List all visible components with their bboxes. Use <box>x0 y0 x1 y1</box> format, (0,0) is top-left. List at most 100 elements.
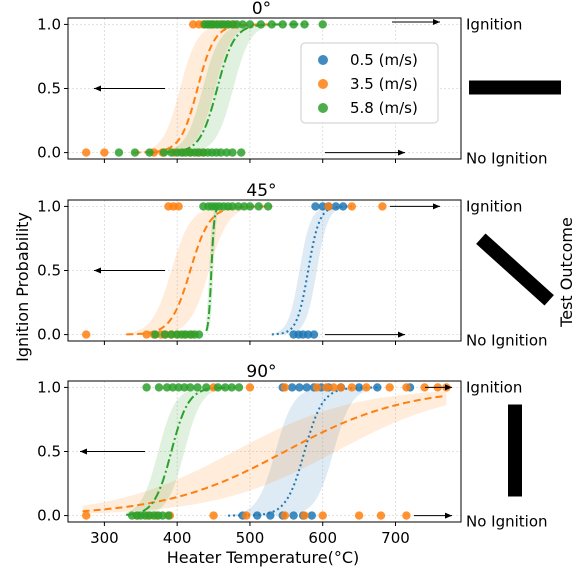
y-tick-label: 1.0 <box>37 378 61 396</box>
confidence-band <box>148 24 309 153</box>
data-point-ignition <box>318 202 327 211</box>
legend-marker <box>318 55 328 65</box>
data-point-no-ignition <box>266 511 275 520</box>
data-point-no-ignition <box>402 511 411 520</box>
annotation-arrowhead <box>80 448 87 455</box>
data-point-no-ignition <box>158 511 167 520</box>
data-point-ignition <box>289 20 298 29</box>
data-point-ignition <box>402 383 411 392</box>
panel-title: 45° <box>246 181 276 201</box>
data-point-ignition <box>287 383 297 392</box>
confidence-band <box>271 206 352 335</box>
data-point-ignition <box>338 202 348 211</box>
data-point-ignition <box>186 383 195 392</box>
orientation-bar-icon <box>476 233 554 306</box>
x-tick-label: 300 <box>90 529 119 547</box>
data-point-ignition <box>302 383 311 392</box>
data-point-ignition <box>311 202 320 211</box>
data-point-no-ignition <box>167 330 176 339</box>
annotation-arrowhead <box>433 203 440 210</box>
data-point-ignition <box>174 383 183 392</box>
data-point-no-ignition <box>228 148 237 157</box>
panels: 0.0 0.5 1.0 0° Ignition No Ignition 0.0 0.5 1.0 4… <box>37 0 561 547</box>
data-point-ignition <box>232 20 242 29</box>
panel-2: 0.0 0.5 1.0 300 400 500 600 700 90° Ignition No Ig… <box>37 362 547 547</box>
annotation-arrowhead <box>94 267 101 274</box>
outcome-label-no-ignition: No Ignition <box>466 150 548 168</box>
data-point-ignition <box>142 383 151 392</box>
data-point-ignition <box>254 202 263 211</box>
data-point-ignition <box>373 383 382 392</box>
data-point-ignition <box>245 20 255 29</box>
data-point-ignition <box>162 383 172 392</box>
annotation-arrowhead <box>398 149 405 156</box>
outcome-label-no-ignition: No Ignition <box>466 513 548 531</box>
data-point-no-ignition <box>151 330 160 339</box>
legend-label: 5.8 (m/s) <box>350 99 418 117</box>
data-point-no-ignition <box>164 511 173 520</box>
legend-marker <box>318 103 328 113</box>
outcome-label-ignition: Ignition <box>466 15 522 33</box>
y-axis-label: Ignition Probability <box>13 212 32 362</box>
data-point-no-ignition <box>100 148 109 157</box>
data-point-ignition <box>202 383 211 392</box>
data-point-no-ignition <box>167 148 176 157</box>
data-point-ignition <box>420 383 429 392</box>
panel-title: 90° <box>246 362 276 382</box>
confidence-band <box>82 391 447 514</box>
legend-label: 0.5 (m/s) <box>350 51 418 69</box>
data-point-no-ignition <box>160 330 169 339</box>
data-point-no-ignition <box>114 148 124 157</box>
data-point-no-ignition <box>307 511 317 520</box>
data-point-ignition <box>213 383 223 392</box>
data-point-ignition <box>312 383 322 392</box>
y-tick-label: 1.0 <box>37 197 61 215</box>
data-point-ignition <box>227 383 236 392</box>
data-point-ignition <box>280 383 290 392</box>
orientation-bar-icon <box>469 80 561 95</box>
data-point-no-ignition <box>159 148 169 157</box>
data-point-no-ignition <box>280 511 290 520</box>
legend: 0.5 (m/s) 3.5 (m/s) 5.8 (m/s) <box>300 42 439 124</box>
data-point-ignition <box>267 20 276 29</box>
data-point-ignition <box>324 202 333 211</box>
data-point-no-ignition <box>222 148 231 157</box>
data-point-no-ignition <box>300 511 309 520</box>
fit-curve <box>205 207 219 332</box>
data-point-ignition <box>318 20 327 29</box>
outcome-label-ignition: Ignition <box>466 378 522 396</box>
data-point-no-ignition <box>209 511 218 520</box>
x-tick-label: 600 <box>308 529 337 547</box>
data-point-ignition <box>245 202 255 211</box>
data-point-ignition <box>234 202 243 211</box>
panel-0: 0.0 0.5 1.0 0° Ignition No Ignition <box>37 0 561 168</box>
data-point-ignition <box>238 20 247 29</box>
annotation-arrowhead <box>94 85 101 92</box>
data-point-ignition <box>256 20 266 29</box>
legend-box <box>300 42 439 124</box>
data-point-ignition <box>378 202 387 211</box>
data-point-no-ignition <box>81 148 91 157</box>
confidence-band <box>126 387 236 516</box>
fit-curve <box>82 394 447 513</box>
panel-title: 0° <box>252 0 271 19</box>
annotation-arrowhead <box>433 19 440 25</box>
data-point-no-ignition <box>142 330 151 339</box>
y-tick-label: 0.5 <box>37 262 61 280</box>
data-point-no-ignition <box>237 148 246 157</box>
data-point-ignition <box>228 202 237 211</box>
data-point-ignition <box>300 20 309 29</box>
y-tick-label: 1.0 <box>37 15 61 33</box>
data-point-ignition <box>245 383 255 392</box>
data-point-ignition <box>278 20 287 29</box>
y-tick-label: 0.0 <box>37 507 61 525</box>
right-axis-label: Test Outcome <box>557 217 576 328</box>
x-tick-label: 400 <box>163 529 192 547</box>
data-point-ignition <box>193 383 202 392</box>
data-point-no-ignition <box>303 330 313 339</box>
y-tick-label: 0.0 <box>37 326 61 344</box>
data-point-ignition <box>263 202 273 211</box>
data-point-ignition <box>362 383 371 392</box>
panel-1: 0.0 0.5 1.0 45° Ignition No Ignition <box>37 181 554 350</box>
